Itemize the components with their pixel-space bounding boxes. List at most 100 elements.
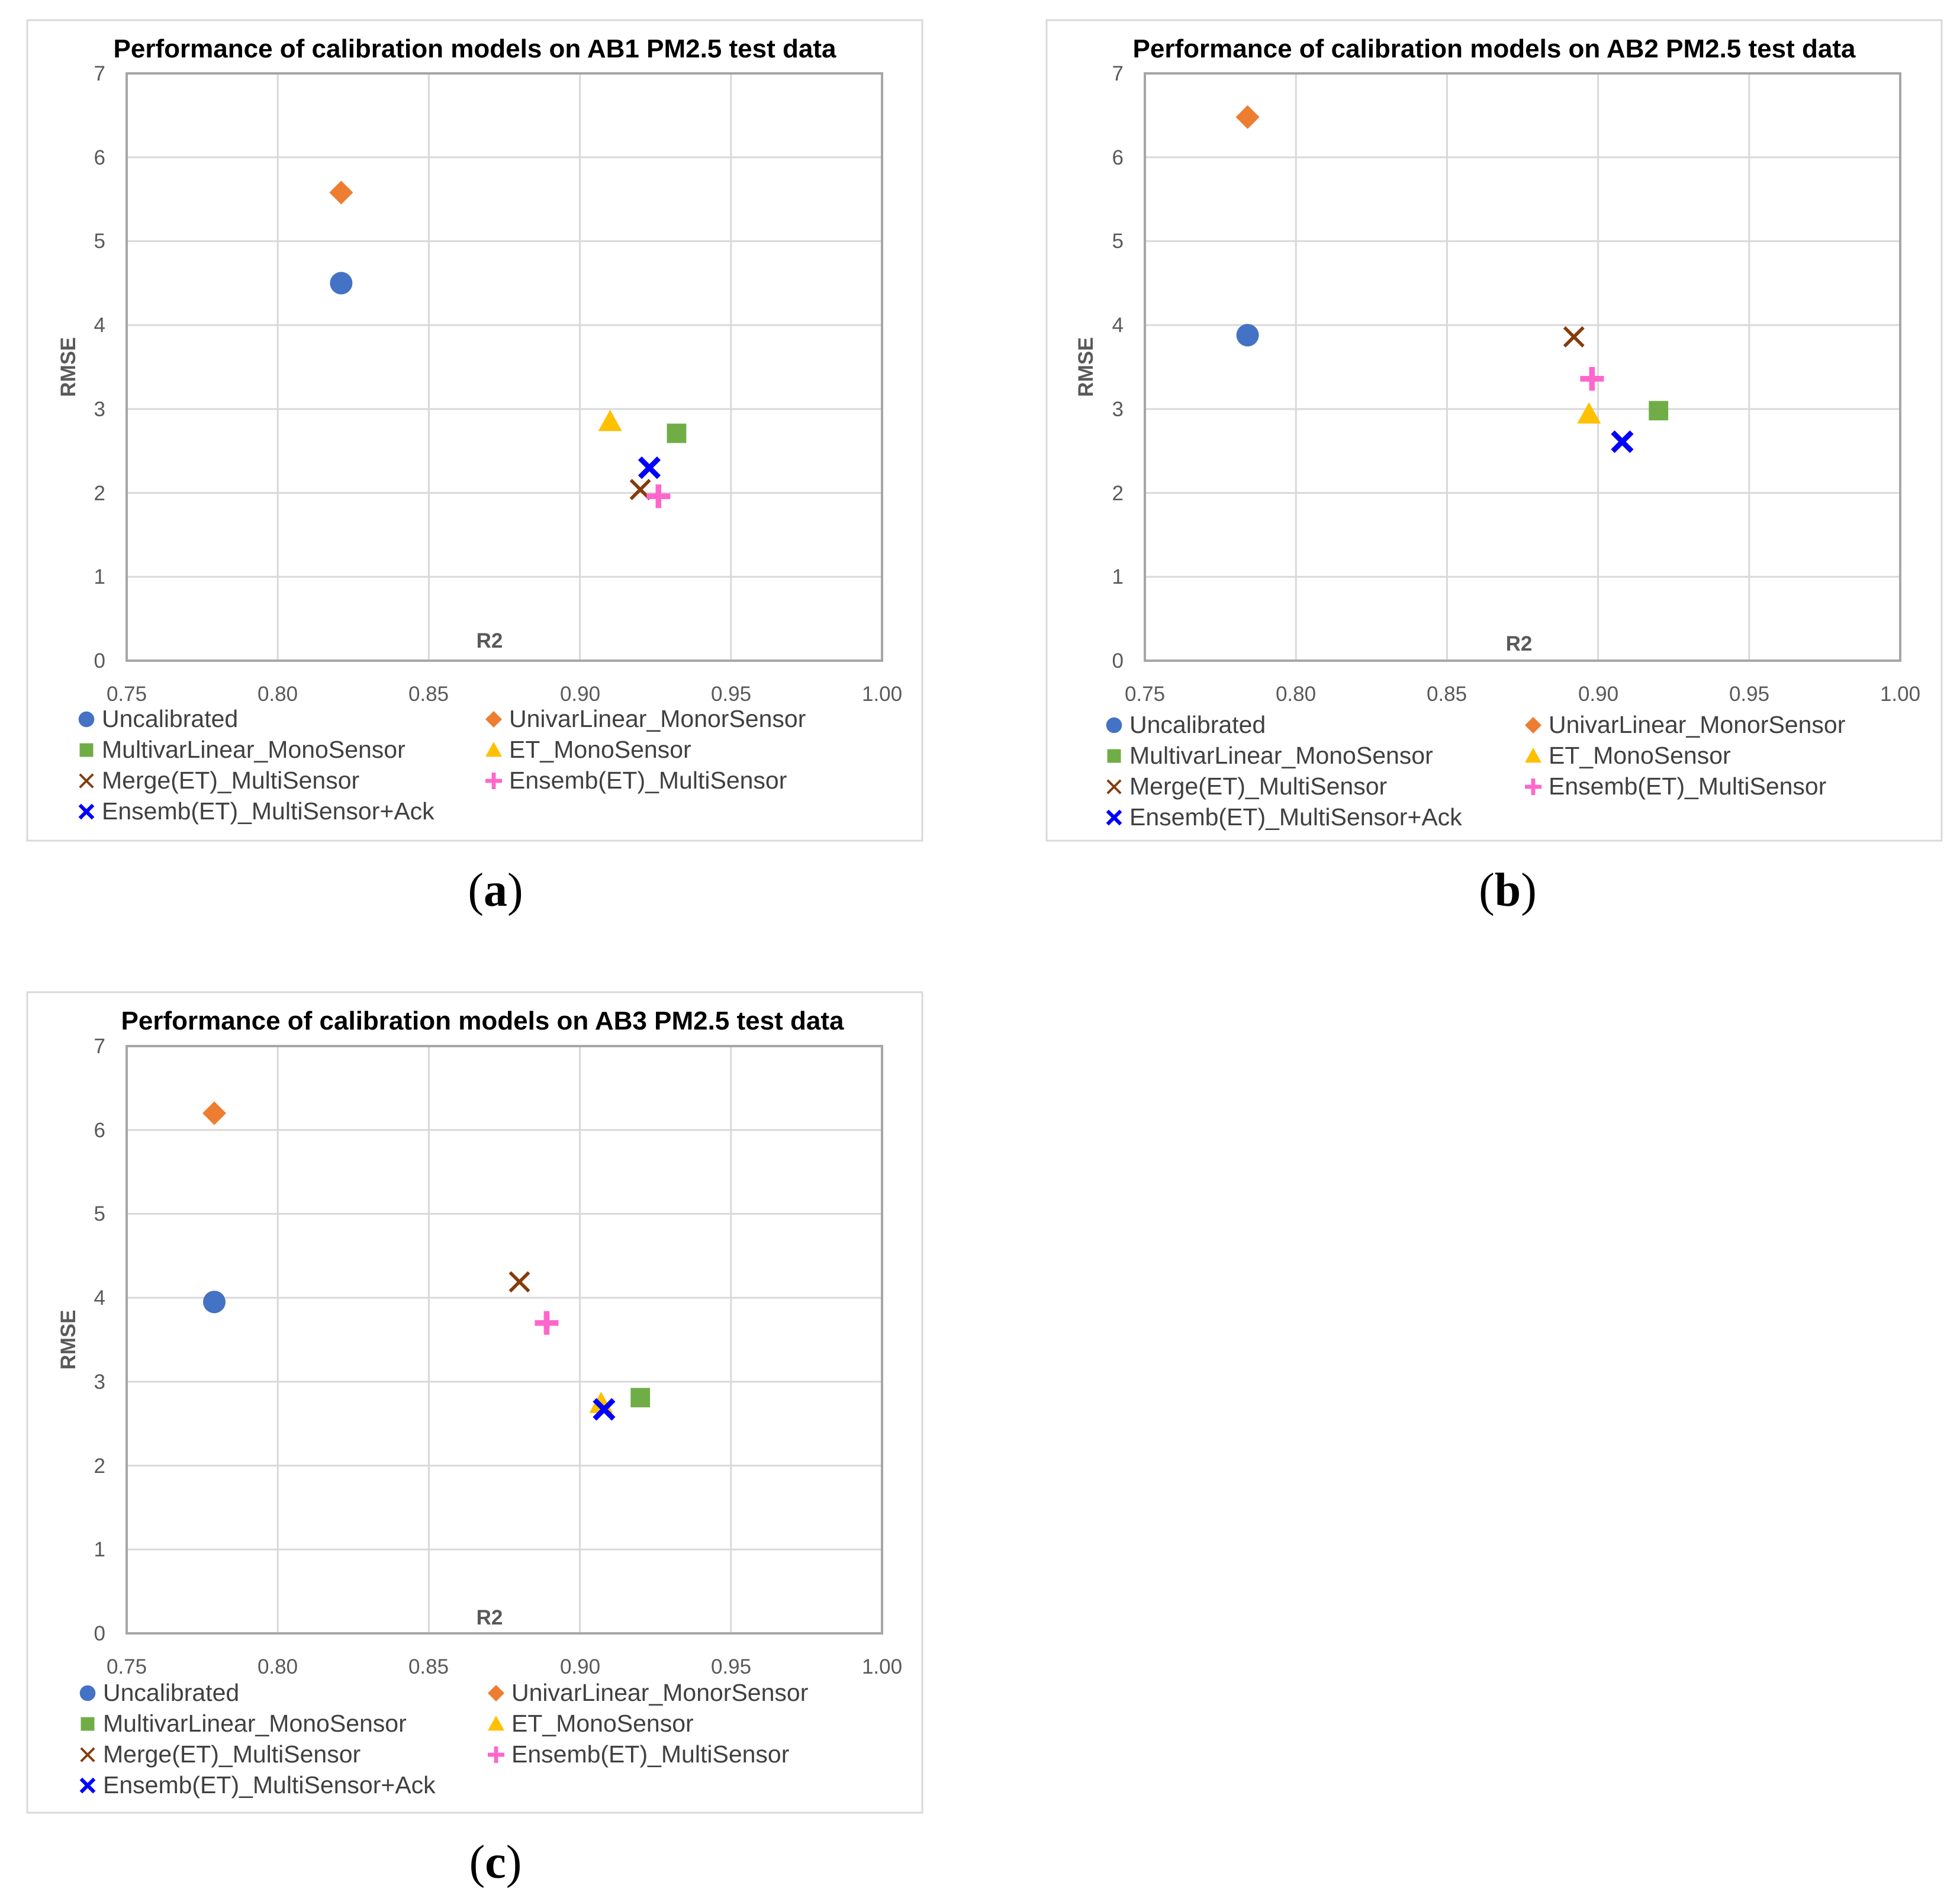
legend-label: MultivarLinear_MonoSensor	[1129, 742, 1433, 769]
y-tick-label: 3	[94, 398, 105, 421]
y-tick-label: 3	[1112, 398, 1124, 421]
point-multivarlinear-monosensor	[630, 1388, 651, 1408]
legend-label: Ensemb(ET)_MultiSensor	[511, 1741, 789, 1768]
chart-panel-b: Performance of calibration models on AB2…	[1045, 19, 1943, 916]
data-points	[329, 181, 687, 509]
y-tick-label: 1	[94, 1538, 105, 1561]
point-univarlinear-monorsensor	[202, 1101, 227, 1125]
legend: Uncalibrated UnivarLinear_MonorSensor Mult…	[78, 705, 806, 825]
legend-marker-icon	[485, 742, 502, 757]
point-uncalibrated	[203, 1291, 226, 1314]
legend-label: Uncalibrated	[102, 705, 238, 732]
legend-item-multivarlinear-monosensor: MultivarLinear_MonoSensor	[79, 736, 405, 763]
legend-item-ensemb-et-multisensor: Ensemb(ET)_MultiSensor	[488, 1741, 789, 1768]
x-axis-label: R2	[477, 629, 503, 652]
chart-panel-a: Performance of calibration models on AB1…	[26, 19, 923, 916]
x-tick-label: 0.75	[1125, 683, 1165, 706]
legend: Uncalibrated UnivarLinear_MonorSensor Mult…	[79, 1679, 808, 1799]
legend-label: Merge(ET)_MultiSensor	[103, 1741, 361, 1768]
point-ensemb-et-multisensor-ack	[593, 1398, 616, 1421]
legend-label: Ensemb(ET)_MultiSensor+Ack	[102, 797, 435, 825]
legend-marker-icon	[1107, 749, 1121, 763]
chart-title: Performance of calibration models on AB2…	[1133, 34, 1856, 63]
y-tick-label: 0	[94, 1622, 105, 1645]
y-tick-label: 0	[94, 649, 105, 673]
legend-marker-icon	[80, 1747, 95, 1762]
legend-label: Merge(ET)_MultiSensor	[102, 767, 359, 794]
legend-marker-icon	[1106, 809, 1122, 826]
legend-marker-icon	[488, 1716, 504, 1731]
legend-label: UnivarLinear_MonorSensor	[1549, 711, 1845, 738]
chart-panel-c: Performance of calibration models on AB3…	[26, 991, 923, 1889]
y-tick-label: 5	[1112, 230, 1124, 253]
point-ensemb-et-multisensor	[535, 1311, 559, 1335]
x-tick-label: 0.75	[107, 683, 147, 706]
legend-item-merge-et-multisensor: Merge(ET)_MultiSensor	[79, 767, 359, 794]
y-tick-label: 4	[94, 314, 105, 337]
legend-marker-icon	[485, 711, 502, 728]
legend-item-ensemb-et-multisensor: Ensemb(ET)_MultiSensor	[1525, 773, 1826, 800]
legend-item-et-monosensor: ET_MonoSensor	[1525, 742, 1731, 769]
point-multivarlinear-monosensor	[1649, 401, 1669, 421]
legend-item-uncalibrated: Uncalibrated	[79, 1679, 239, 1706]
legend-marker-icon	[78, 711, 95, 728]
y-tick-label: 1	[1112, 565, 1124, 588]
panel-caption-letter: c	[485, 1836, 506, 1889]
y-tick-label: 5	[94, 1202, 105, 1225]
legend-item-uncalibrated: Uncalibrated	[1106, 711, 1266, 738]
y-tick-label: 0	[1112, 649, 1124, 673]
legend-marker-icon	[78, 803, 95, 820]
data-points	[1235, 105, 1669, 453]
point-ensemb-et-multisensor	[646, 484, 671, 509]
chart-title: Performance of calibration models on AB1…	[114, 34, 836, 63]
legend-label: ET_MonoSensor	[1549, 742, 1731, 769]
x-tick-label: 0.80	[258, 1655, 298, 1678]
legend-label: ET_MonoSensor	[509, 736, 691, 763]
point-et-monosensor	[598, 410, 622, 432]
x-tick-label: 0.90	[560, 683, 600, 706]
x-tick-label: 0.80	[1276, 683, 1316, 706]
point-ensemb-et-multisensor-ack	[638, 456, 661, 480]
panel-caption: (c)	[469, 1836, 522, 1889]
panel-caption: (a)	[468, 864, 523, 916]
panel-caption: (b)	[1479, 864, 1537, 916]
legend-item-et-monosensor: ET_MonoSensor	[488, 1710, 694, 1737]
x-tick-label: 1.00	[862, 683, 902, 706]
y-tick-label: 5	[94, 230, 105, 253]
x-tick-label: 0.80	[258, 683, 298, 706]
y-tick-label: 2	[94, 482, 105, 505]
legend-label: UnivarLinear_MonorSensor	[511, 1679, 808, 1706]
legend-marker-icon	[1525, 717, 1541, 734]
legend-item-merge-et-multisensor: Merge(ET)_MultiSensor	[80, 1741, 361, 1768]
legend-item-multivarlinear-monosensor: MultivarLinear_MonoSensor	[81, 1710, 407, 1737]
legend-label: UnivarLinear_MonorSensor	[509, 705, 806, 732]
x-tick-label: 0.90	[560, 1655, 600, 1678]
legend-item-ensemb-et-multisensor-ack: Ensemb(ET)_MultiSensor+Ack	[1106, 803, 1462, 831]
legend-marker-icon	[81, 1717, 95, 1731]
legend-label: ET_MonoSensor	[511, 1710, 694, 1737]
legend-item-univarlinear-monorsensor: UnivarLinear_MonorSensor	[485, 705, 806, 732]
x-tick-label: 1.00	[1880, 683, 1920, 706]
panel-caption-letter: b	[1495, 864, 1521, 916]
y-tick-label: 2	[94, 1455, 105, 1478]
x-tick-label: 0.85	[408, 1655, 449, 1678]
y-tick-label: 6	[94, 1119, 105, 1142]
legend-label: Ensemb(ET)_MultiSensor	[1549, 773, 1826, 800]
y-tick-label: 4	[1112, 314, 1124, 337]
plot-area	[125, 72, 883, 662]
legend-marker-icon	[79, 1777, 96, 1794]
legend-label: MultivarLinear_MonoSensor	[102, 736, 405, 763]
legend-label: Uncalibrated	[103, 1679, 239, 1706]
legend-marker-icon	[488, 1746, 504, 1763]
y-tick-label: 2	[1112, 482, 1124, 505]
legend-item-univarlinear-monorsensor: UnivarLinear_MonorSensor	[1525, 711, 1845, 738]
x-tick-label: 0.90	[1578, 683, 1618, 706]
point-uncalibrated	[1236, 324, 1259, 347]
legend-item-uncalibrated: Uncalibrated	[78, 705, 238, 732]
data-points	[202, 1101, 651, 1421]
point-uncalibrated	[330, 272, 353, 295]
point-et-monosensor	[1577, 402, 1601, 424]
x-axis-label: R2	[1506, 632, 1533, 655]
legend-marker-icon	[1106, 779, 1122, 794]
